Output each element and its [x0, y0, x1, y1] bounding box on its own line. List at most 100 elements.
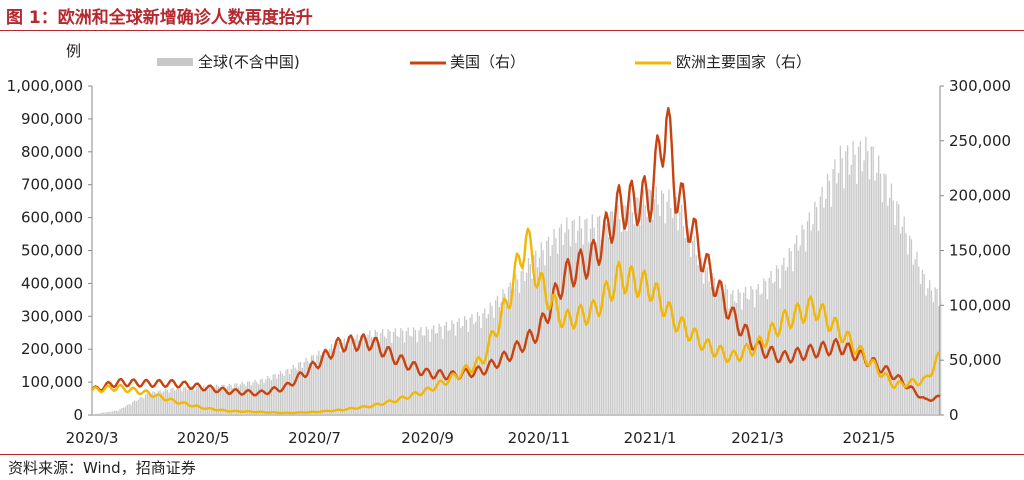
- bar-global-day: [608, 237, 610, 415]
- bar-global-day: [334, 351, 336, 415]
- bar-global-day: [137, 399, 139, 415]
- bar-global-day: [609, 211, 612, 415]
- bar-global-day: [701, 258, 703, 415]
- bar-global-day: [372, 339, 375, 415]
- bar-global-day: [929, 280, 931, 415]
- bar-global-day: [343, 338, 345, 415]
- bar-global-day: [321, 357, 324, 415]
- bar-global-day: [124, 406, 127, 415]
- bar-global-day: [615, 219, 617, 415]
- bar-global-day: [341, 342, 344, 415]
- bar-global-day: [420, 326, 422, 415]
- bar-global-day: [290, 368, 293, 415]
- bar-global-day: [248, 381, 251, 415]
- bar-global-day: [485, 318, 488, 415]
- bar-global-day: [356, 334, 358, 415]
- bar-global-day: [814, 201, 816, 415]
- bar-global-day: [799, 245, 801, 415]
- bar-global-day: [602, 224, 604, 415]
- bar-global-day: [836, 183, 838, 415]
- bar-global-day: [628, 212, 630, 415]
- bar-global-day: [713, 277, 716, 415]
- bar-global-day: [197, 386, 200, 415]
- bar-global-day: [828, 180, 831, 415]
- bar-global-day: [123, 407, 125, 415]
- bar-global-day: [903, 216, 905, 415]
- bar-global-day: [411, 336, 413, 415]
- bar-global-day: [155, 394, 158, 415]
- bar-global-day: [161, 392, 163, 415]
- bar-global-day: [712, 273, 714, 415]
- bar-global-day: [699, 250, 701, 415]
- bar-global-day: [365, 344, 367, 415]
- chart: 例 全球(不含中国) 美国（右） 欧洲主要国家（右） 1,000,000 900,…: [7, 42, 1011, 447]
- bar-global-day: [741, 309, 743, 415]
- bar-global-day: [354, 338, 356, 415]
- bar-global-day: [657, 204, 659, 415]
- bar-global-day: [795, 235, 798, 415]
- bar-global-day: [130, 404, 132, 415]
- right-tick-label: 100,000: [949, 296, 1011, 314]
- bar-global-day: [319, 354, 322, 415]
- bar-global-day: [221, 384, 223, 415]
- bar-global-day: [739, 292, 741, 415]
- bar-global-day: [527, 257, 530, 415]
- bar-global-day: [650, 189, 652, 415]
- bar-global-day: [808, 212, 810, 415]
- left-axis-ticks: 1,000,000 900,000 800,000 700,000 600,000 500…: [7, 77, 92, 424]
- bar-global-day: [726, 289, 728, 415]
- bar-global-day: [208, 385, 211, 415]
- bar-global-day: [309, 363, 311, 415]
- bar-global-day: [190, 386, 192, 415]
- bar-global-day: [112, 411, 114, 415]
- bar-global-day: [639, 224, 641, 415]
- bar-global-day: [878, 155, 880, 415]
- bar-global-day: [192, 387, 194, 415]
- bar-global-day: [164, 388, 167, 415]
- bar-global-day: [310, 355, 313, 415]
- bar-global-day: [604, 210, 606, 415]
- bar-global-day: [912, 264, 914, 415]
- bar-global-day: [369, 330, 371, 415]
- bar-global-day: [267, 375, 269, 415]
- bar-global-day: [157, 390, 159, 415]
- bar-global-day: [329, 348, 331, 415]
- bar-global-day: [265, 379, 267, 415]
- bar-global-day: [363, 334, 366, 415]
- bar-global-day: [921, 269, 924, 415]
- bar-global-day: [259, 379, 262, 415]
- bar-global-day: [469, 317, 471, 415]
- legend-label-europe: 欧洲主要国家（右）: [676, 53, 811, 71]
- bar-global-day: [593, 227, 595, 415]
- bar-global-day: [580, 228, 583, 415]
- bar-global-day: [159, 390, 161, 415]
- bar-global-day: [279, 371, 282, 415]
- bar-global-day: [179, 388, 181, 415]
- bar-global-day: [239, 384, 242, 415]
- bar-global-day: [345, 344, 347, 415]
- bar-global-day: [744, 287, 747, 415]
- bar-global-day: [540, 242, 542, 415]
- bar-global-day: [350, 338, 353, 415]
- bar-global-day: [126, 404, 128, 415]
- bar-global-day: [400, 328, 402, 415]
- bar-global-day: [361, 333, 364, 415]
- bar-global-day: [516, 279, 519, 415]
- bar-global-day: [316, 355, 318, 415]
- bar-global-day: [281, 373, 283, 415]
- bar-global-day: [868, 179, 871, 415]
- bar-global-day: [183, 387, 185, 415]
- bar-global-day: [837, 172, 840, 415]
- bar-global-day: [453, 323, 455, 415]
- bar-global-day: [757, 283, 759, 415]
- x-tick-label: 2020/5: [177, 429, 230, 447]
- bar-global-day: [646, 216, 648, 415]
- bar-global-day: [582, 244, 584, 415]
- bar-global-day: [387, 329, 389, 415]
- bar-global-day: [154, 392, 156, 415]
- bar-global-day: [133, 400, 136, 415]
- bar-global-day: [232, 387, 234, 415]
- bar-global-day: [456, 321, 459, 415]
- bar-global-day: [394, 328, 397, 415]
- bar-global-day: [392, 331, 395, 415]
